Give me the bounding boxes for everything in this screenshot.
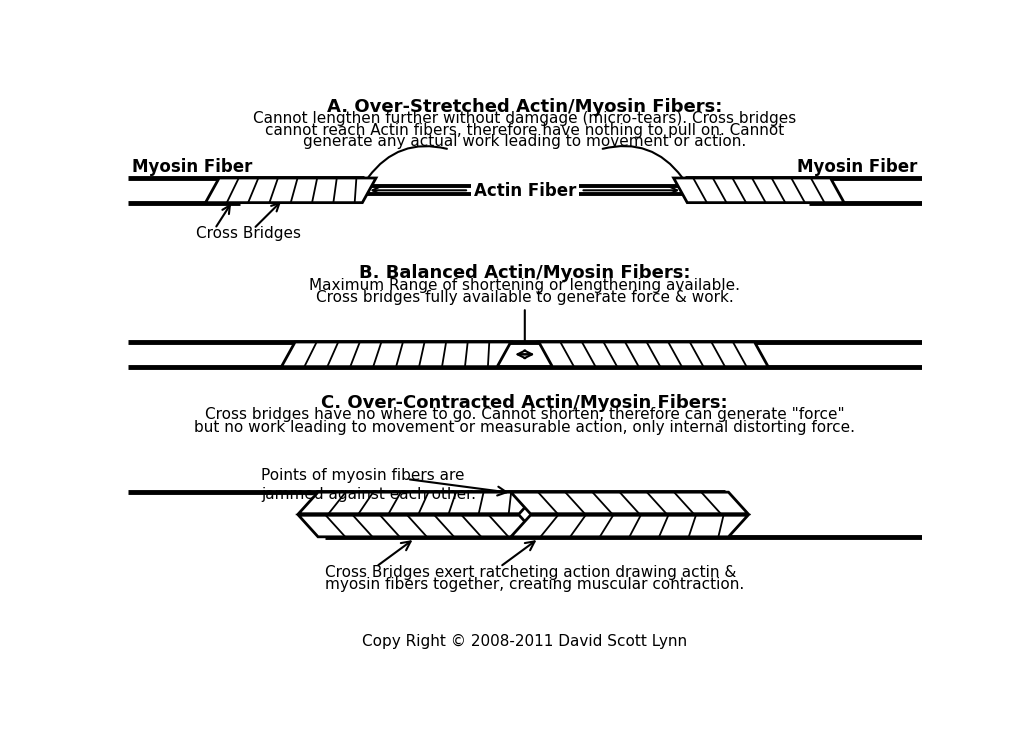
Polygon shape	[282, 342, 511, 367]
Text: Maximum Range of shortening or lengthening available.: Maximum Range of shortening or lengtheni…	[309, 278, 740, 293]
Polygon shape	[206, 178, 376, 202]
Text: A. Over-Stretched Actin/Myosin Fibers:: A. Over-Stretched Actin/Myosin Fibers:	[327, 98, 723, 116]
Text: Myosin Fiber: Myosin Fiber	[132, 157, 252, 176]
Text: Points of myosin fibers are
jammed against each other.: Points of myosin fibers are jammed again…	[261, 468, 476, 503]
Polygon shape	[299, 492, 539, 514]
Text: Cross Bridges exert ratcheting action drawing actin &: Cross Bridges exert ratcheting action dr…	[325, 565, 736, 579]
Text: B. Balanced Actin/Myosin Fibers:: B. Balanced Actin/Myosin Fibers:	[359, 265, 690, 282]
Text: Myosin Fiber: Myosin Fiber	[798, 157, 918, 176]
Text: Cross bridges fully available to generate force & work.: Cross bridges fully available to generat…	[316, 290, 733, 305]
Polygon shape	[539, 342, 768, 367]
Text: Cross Bridges: Cross Bridges	[197, 225, 301, 241]
Text: but no work leading to movement or measurable action, only internal distorting f: but no work leading to movement or measu…	[195, 420, 855, 435]
Text: Copy Right © 2008-2011 David Scott Lynn: Copy Right © 2008-2011 David Scott Lynn	[362, 634, 687, 649]
Text: C. Over-Contracted Actin/Myosin Fibers:: C. Over-Contracted Actin/Myosin Fibers:	[322, 394, 728, 412]
Text: Actin Fiber: Actin Fiber	[474, 182, 575, 200]
Polygon shape	[299, 515, 539, 537]
Text: Cannot lengthen further without damgage (micro-tears). Cross bridges: Cannot lengthen further without damgage …	[253, 111, 797, 126]
Text: generate any actual work leading to movement or action.: generate any actual work leading to move…	[303, 134, 746, 149]
Polygon shape	[511, 515, 748, 537]
Text: myosin fibers together, creating muscular contraction.: myosin fibers together, creating muscula…	[325, 577, 744, 592]
Polygon shape	[674, 178, 844, 202]
Text: cannot reach Actin fibers, therefore have nothing to pull on. Cannot: cannot reach Actin fibers, therefore hav…	[265, 123, 784, 137]
Polygon shape	[511, 492, 748, 514]
Text: Cross bridges have no where to go. Cannot shorten, therefore can generate "force: Cross bridges have no where to go. Canno…	[205, 407, 845, 423]
